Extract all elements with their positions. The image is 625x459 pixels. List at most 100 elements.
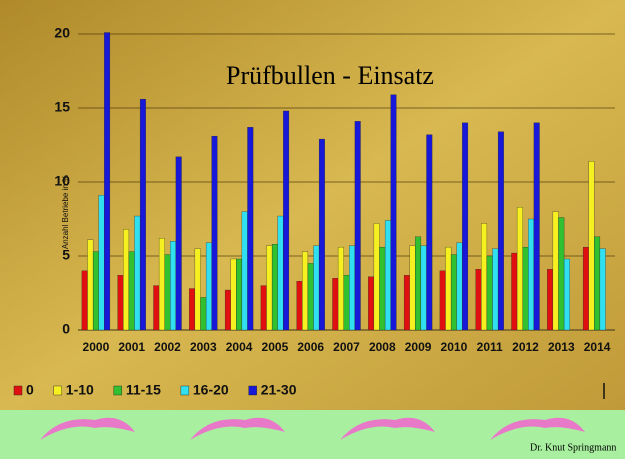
bar <box>99 195 105 330</box>
bar <box>135 216 141 330</box>
y-tick-label: 10 <box>54 173 70 189</box>
legend-swatch <box>249 386 257 395</box>
bar <box>129 252 135 330</box>
x-tick-label: 2007 <box>333 340 360 354</box>
x-tick-label: 2008 <box>369 340 396 354</box>
y-tick-label: 20 <box>54 25 70 41</box>
bar <box>404 275 410 330</box>
bar <box>261 286 267 330</box>
x-tick-label: 2001 <box>118 340 145 354</box>
x-tick-label: 2011 <box>477 340 503 354</box>
bar <box>201 297 207 330</box>
y-tick-label: 5 <box>62 247 70 263</box>
bar <box>517 207 523 330</box>
bar <box>487 256 493 330</box>
bar <box>118 275 124 330</box>
bar <box>559 218 565 330</box>
bar <box>523 247 529 330</box>
bar <box>212 136 218 330</box>
x-tick-label: 2003 <box>190 340 217 354</box>
bar <box>302 252 308 330</box>
bar <box>344 275 350 330</box>
legend-swatch <box>54 386 62 395</box>
bar <box>512 253 518 330</box>
bar <box>553 212 559 330</box>
bar <box>272 244 278 330</box>
legend-swatch <box>14 386 22 395</box>
legend-swatch <box>181 386 189 395</box>
bar <box>248 127 254 330</box>
legend-label: 11-15 <box>126 382 161 398</box>
bar <box>594 237 600 330</box>
bar <box>421 246 427 330</box>
y-tick-label: 15 <box>54 99 70 115</box>
bar <box>159 238 165 330</box>
bar <box>104 33 110 330</box>
bar <box>93 252 99 330</box>
bar <box>267 246 273 330</box>
bar <box>476 269 482 330</box>
bar <box>242 212 248 330</box>
bar <box>583 247 589 330</box>
bar <box>231 259 237 330</box>
bar <box>410 246 416 330</box>
x-tick-label: 2002 <box>154 340 181 354</box>
bar <box>380 247 386 330</box>
bar <box>547 269 553 330</box>
bar <box>493 249 499 330</box>
x-tick-label: 2000 <box>83 340 110 354</box>
legend-label: 21-30 <box>261 382 297 398</box>
y-tick-label: 0 <box>62 321 70 337</box>
bar <box>481 223 487 330</box>
x-tick-label: 2012 <box>512 340 539 354</box>
x-tick-label: 2013 <box>548 340 575 354</box>
bar <box>528 219 534 330</box>
bar <box>338 247 344 330</box>
legend-label: 16-20 <box>193 382 229 398</box>
bar <box>427 135 433 330</box>
bar <box>319 139 325 330</box>
bar <box>440 271 446 330</box>
bar <box>206 243 212 330</box>
legend-label: 0 <box>26 382 34 398</box>
bar <box>314 246 320 330</box>
legend-label: 1-10 <box>66 382 94 398</box>
bar <box>374 223 380 330</box>
x-tick-label: 2004 <box>226 340 253 354</box>
bar <box>236 259 242 330</box>
bar <box>225 290 231 330</box>
bar <box>154 286 160 330</box>
bar <box>123 229 129 330</box>
bar <box>451 255 457 330</box>
footer-text: Dr. Knut Springmann <box>530 442 616 453</box>
x-tick-label: 2014 <box>584 340 611 354</box>
bar <box>195 249 201 330</box>
x-tick-label: 2009 <box>405 340 432 354</box>
bar <box>564 259 570 330</box>
bar <box>446 247 452 330</box>
bar <box>498 132 504 330</box>
bar <box>170 241 176 330</box>
chart-title: Prüfbullen - Einsatz <box>226 61 434 90</box>
bar <box>534 123 540 330</box>
bar <box>589 161 595 330</box>
bar <box>415 237 421 330</box>
bar <box>600 249 606 330</box>
x-tick-label: 2010 <box>441 340 468 354</box>
bar <box>308 263 314 330</box>
bar <box>140 99 146 330</box>
bar <box>349 246 355 330</box>
bar <box>82 271 88 330</box>
legend-swatch <box>114 386 122 395</box>
bar <box>189 289 195 330</box>
bar <box>333 278 339 330</box>
bar <box>385 220 391 330</box>
x-tick-label: 2005 <box>262 340 289 354</box>
bar <box>462 123 468 330</box>
bar <box>165 255 171 330</box>
slide: Dr. Knut Springmann Prüfbullen - Einsatz… <box>0 0 625 459</box>
bar <box>391 95 397 330</box>
bar <box>283 111 289 330</box>
bar <box>368 277 374 330</box>
bar <box>297 281 303 330</box>
